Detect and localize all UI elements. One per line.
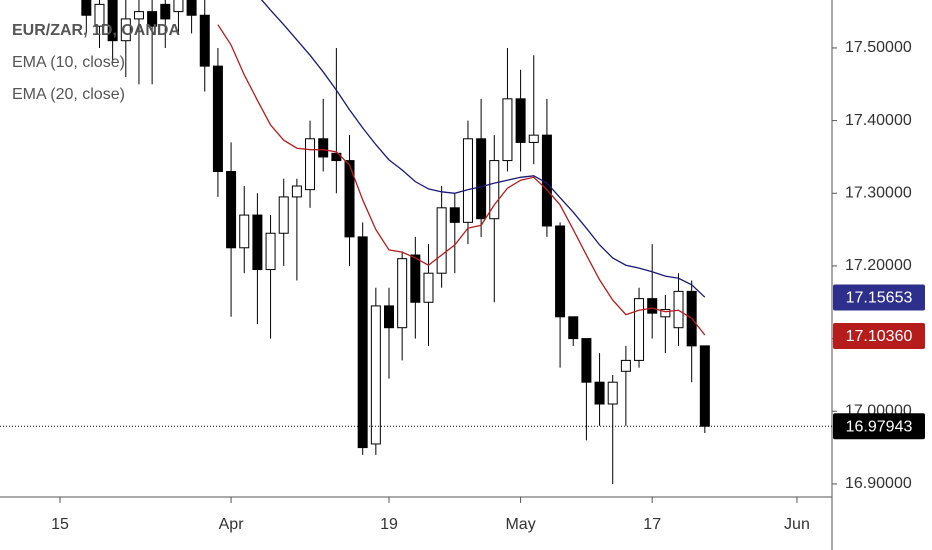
- candle-body: [607, 381, 618, 405]
- candle-body: [384, 305, 394, 329]
- y-tick-label: 17.30000: [845, 184, 912, 201]
- candle-body: [120, 18, 131, 42]
- x-tick-label: Apr: [219, 516, 245, 533]
- candle-body: [160, 3, 171, 20]
- candle-body: [265, 232, 276, 271]
- candle-body: [94, 3, 105, 27]
- price-label: 16.97943: [846, 418, 913, 435]
- candle-body: [410, 254, 421, 303]
- y-tick-label: 17.20000: [845, 257, 912, 274]
- x-tick-label: 17: [643, 516, 661, 533]
- candle-body: [555, 225, 566, 318]
- candle-body: [502, 98, 513, 162]
- candle-body: [476, 138, 487, 220]
- price-label-box: [833, 284, 925, 311]
- candle-body: [541, 134, 552, 227]
- y-tick-label: 16.90000: [845, 475, 912, 492]
- legend-entry: EMA (20, close): [12, 86, 125, 103]
- candle-body: [147, 11, 158, 27]
- candle-body: [212, 65, 223, 172]
- candle-body: [173, 0, 184, 13]
- candle-body: [199, 14, 210, 67]
- candle-body: [357, 236, 368, 449]
- x-tick-label: 19: [380, 516, 398, 533]
- candle-body: [449, 207, 460, 223]
- candle-body: [594, 381, 605, 405]
- candle-body: [107, 0, 118, 42]
- x-tick-label: 15: [51, 516, 69, 533]
- candle-body: [647, 298, 658, 314]
- candle-body: [397, 258, 408, 329]
- candle-body: [673, 290, 684, 329]
- candle-body: [344, 160, 355, 238]
- candle-body: [528, 134, 539, 143]
- candle-body: [186, 0, 197, 16]
- candle-body: [318, 138, 329, 158]
- legend-entry: EMA (10, close): [12, 54, 125, 71]
- price-label: 17.10360: [846, 328, 913, 345]
- candle-body: [239, 214, 250, 249]
- candle-body: [370, 305, 381, 445]
- x-tick-label: May: [505, 516, 535, 533]
- candle-body: [81, 0, 92, 16]
- candle-body: [489, 160, 500, 220]
- candle-body: [634, 298, 645, 361]
- candle-body: [436, 207, 447, 274]
- candle-body: [699, 345, 710, 427]
- candle-body: [423, 272, 434, 303]
- price-label-box: [833, 413, 925, 440]
- candle-body: [515, 98, 526, 143]
- price-label: 17.15653: [846, 290, 913, 307]
- ema-line: [260, 0, 706, 298]
- plot-area: [81, 0, 710, 484]
- candle-body: [133, 11, 144, 20]
- candle-body: [568, 316, 579, 340]
- candle-body: [291, 185, 302, 198]
- price-label-box: [833, 322, 925, 349]
- y-tick-label: 17.50000: [845, 39, 912, 56]
- ema-line: [217, 24, 706, 336]
- chart-title: EUR/ZAR, 1D, OANDA: [12, 22, 180, 39]
- candle-body: [660, 309, 671, 318]
- candle-body: [305, 138, 316, 191]
- candle-body: [462, 138, 473, 223]
- y-tick-label: 17.40000: [845, 112, 912, 129]
- candle-body: [278, 196, 289, 234]
- candle-body: [581, 338, 592, 383]
- candle-body: [252, 214, 263, 271]
- candle-body: [226, 170, 237, 249]
- candle-body: [620, 359, 631, 372]
- x-tick-label: Jun: [784, 516, 810, 533]
